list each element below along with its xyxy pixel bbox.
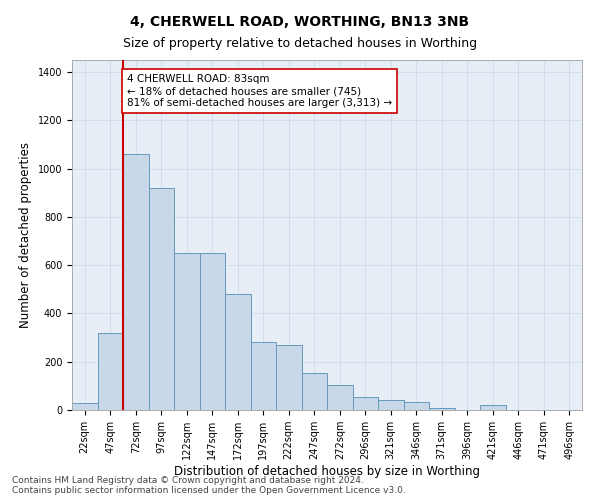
Bar xyxy=(327,384,353,410)
Bar xyxy=(174,253,199,410)
Text: Size of property relative to detached houses in Worthing: Size of property relative to detached ho… xyxy=(123,38,477,51)
Bar xyxy=(97,333,123,410)
Y-axis label: Number of detached properties: Number of detached properties xyxy=(19,142,32,328)
Bar xyxy=(480,405,505,410)
Bar xyxy=(353,396,378,410)
Bar xyxy=(276,345,302,410)
Bar xyxy=(225,294,251,410)
Bar xyxy=(149,188,174,410)
Bar xyxy=(429,408,455,410)
Bar xyxy=(199,253,225,410)
Bar xyxy=(123,154,149,410)
Bar xyxy=(72,403,97,410)
Text: Contains HM Land Registry data © Crown copyright and database right 2024.
Contai: Contains HM Land Registry data © Crown c… xyxy=(12,476,406,495)
Bar xyxy=(404,402,429,410)
X-axis label: Distribution of detached houses by size in Worthing: Distribution of detached houses by size … xyxy=(174,465,480,478)
Bar xyxy=(302,372,327,410)
Bar xyxy=(251,342,276,410)
Text: 4 CHERWELL ROAD: 83sqm
← 18% of detached houses are smaller (745)
81% of semi-de: 4 CHERWELL ROAD: 83sqm ← 18% of detached… xyxy=(127,74,392,108)
Bar xyxy=(378,400,404,410)
Text: 4, CHERWELL ROAD, WORTHING, BN13 3NB: 4, CHERWELL ROAD, WORTHING, BN13 3NB xyxy=(130,15,470,29)
